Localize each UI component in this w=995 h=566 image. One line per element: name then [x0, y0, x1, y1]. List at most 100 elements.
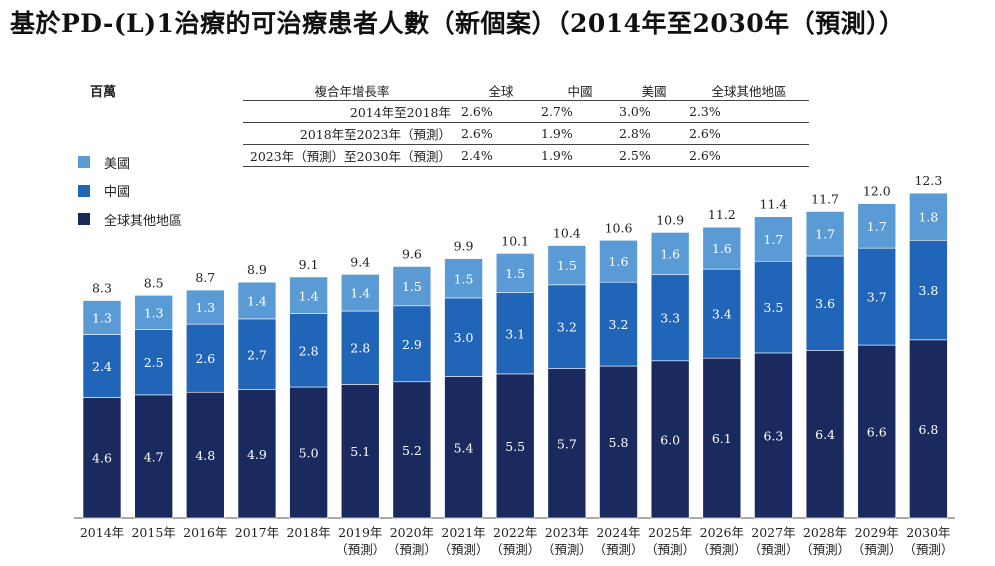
data-label: 1.4 [350, 286, 370, 301]
data-label: 2.8 [350, 341, 370, 356]
x-tick-label: 2019年 [338, 525, 382, 540]
cagr-row: 2023年（預測）至2030年（預測） 2.4% 1.9% 2.5% 2.6% [243, 144, 809, 167]
data-label: 1.3 [195, 300, 215, 315]
x-tick-label: 2029年 [855, 525, 899, 540]
bar-segment [857, 203, 897, 249]
x-tick-label: （預測） [542, 542, 592, 557]
bar-segment [82, 334, 122, 398]
bar-segment [392, 381, 432, 519]
bar-segment [754, 260, 793, 354]
data-label: 3.3 [660, 311, 680, 326]
x-tick-label: 2023年 [545, 525, 589, 540]
bar-segment [495, 253, 535, 293]
data-label: 3.5 [764, 300, 784, 315]
bar-segment [909, 339, 948, 519]
bar-segment [805, 350, 845, 519]
data-label: 1.3 [144, 305, 164, 320]
data-label: 4.9 [247, 447, 267, 462]
bar-segment [289, 313, 328, 388]
data-label: 3.1 [505, 326, 525, 341]
legend-swatch [78, 156, 90, 169]
cagr-period: 2018年至2023年（預測） [243, 122, 461, 145]
x-tick-label: 2014年 [80, 525, 124, 540]
cagr-header: 複合年增長率 [314, 83, 390, 99]
cagr-header: 中國 [567, 83, 593, 99]
data-label: 1.6 [712, 241, 732, 256]
x-tick-label: （預測） [852, 542, 902, 557]
data-label: 1.5 [402, 279, 422, 294]
legend-item-china: 中國 [78, 177, 182, 206]
data-label: 6.3 [764, 428, 784, 443]
chart-title: 基於PD-(L)1治療的可治療患者人數（新個案）（2014年至2030年（預測）… [10, 9, 905, 38]
total-label: 11.4 [760, 197, 788, 212]
cagr-value: 2.7% [541, 100, 619, 123]
legend: 美國 中國 全球其他地區 [78, 148, 182, 234]
legend-label: 中國 [104, 185, 131, 201]
bar-segment [237, 318, 277, 390]
bar-segment [702, 226, 742, 270]
data-label: 1.5 [454, 271, 474, 286]
bar-segment [237, 281, 277, 320]
x-tick-label: （預測） [490, 542, 540, 557]
bar-segment [237, 389, 277, 519]
data-label: 6.1 [712, 431, 732, 446]
data-label: 6.6 [867, 425, 887, 440]
bar-segment [340, 310, 380, 385]
bar-segment [289, 386, 328, 519]
bar-segment [444, 258, 483, 299]
data-label: 5.0 [299, 446, 319, 461]
bar-segment [599, 365, 638, 519]
cagr-value: 1.9% [541, 144, 619, 167]
bar-segment [702, 357, 742, 519]
legend-label: 全球其他地區 [104, 213, 183, 229]
bar-segment [392, 305, 432, 383]
data-label: 4.7 [144, 449, 164, 464]
x-tick-label: 2021年 [441, 525, 485, 540]
legend-item-us: 美國 [78, 148, 182, 177]
x-tick-label: （預測） [387, 542, 437, 557]
x-tick-label: 2030年 [906, 525, 950, 540]
bar-segment [547, 368, 587, 519]
bar-segment [650, 360, 690, 519]
total-label: 9.4 [350, 254, 370, 269]
x-tick-label: 2024年 [596, 525, 640, 540]
total-label: 12.0 [863, 184, 891, 199]
data-label: 5.4 [454, 440, 474, 455]
bar-segment [909, 239, 948, 341]
data-label: 1.6 [609, 254, 629, 269]
x-tick-label: （預測） [439, 542, 489, 557]
bar-segment [134, 329, 173, 396]
bar-segment [134, 394, 173, 519]
data-label: 1.4 [299, 288, 319, 303]
data-label: 2.6 [195, 351, 215, 366]
cagr-row: 2014年至2018年 2.6% 2.7% 3.0% 2.3% [243, 100, 809, 123]
x-tick-label: 2027年 [751, 525, 795, 540]
x-tick-label: （預測） [800, 542, 850, 557]
cagr-row: 2018年至2023年（預測） 2.6% 1.9% 2.8% 2.6% [243, 122, 809, 145]
bar-segment [754, 352, 793, 519]
data-label: 3.4 [712, 307, 732, 322]
x-tick-label: 2025年 [648, 525, 692, 540]
data-label: 1.4 [247, 294, 267, 309]
bar-segment [444, 297, 483, 377]
total-label: 8.3 [92, 281, 112, 296]
total-label: 11.7 [811, 191, 839, 206]
data-label: 1.6 [660, 246, 680, 261]
cagr-header: 全球其他地區 [711, 83, 787, 99]
bar-segment [495, 373, 535, 519]
total-label: 11.2 [708, 207, 736, 222]
data-label: 1.5 [505, 266, 525, 281]
data-label: 2.4 [92, 359, 112, 374]
bar-segment [186, 289, 225, 325]
bar-segment [547, 284, 587, 369]
data-label: 2.9 [402, 337, 422, 352]
data-label: 6.0 [660, 432, 680, 447]
bar-segment [599, 239, 638, 283]
data-label: 1.5 [557, 258, 577, 273]
data-label: 2.7 [247, 347, 267, 362]
cagr-value: 2.6% [461, 122, 541, 145]
data-label: 2.5 [144, 355, 164, 370]
bar-segment [650, 232, 690, 275]
total-label: 8.9 [247, 262, 267, 277]
total-label: 8.5 [144, 275, 164, 290]
